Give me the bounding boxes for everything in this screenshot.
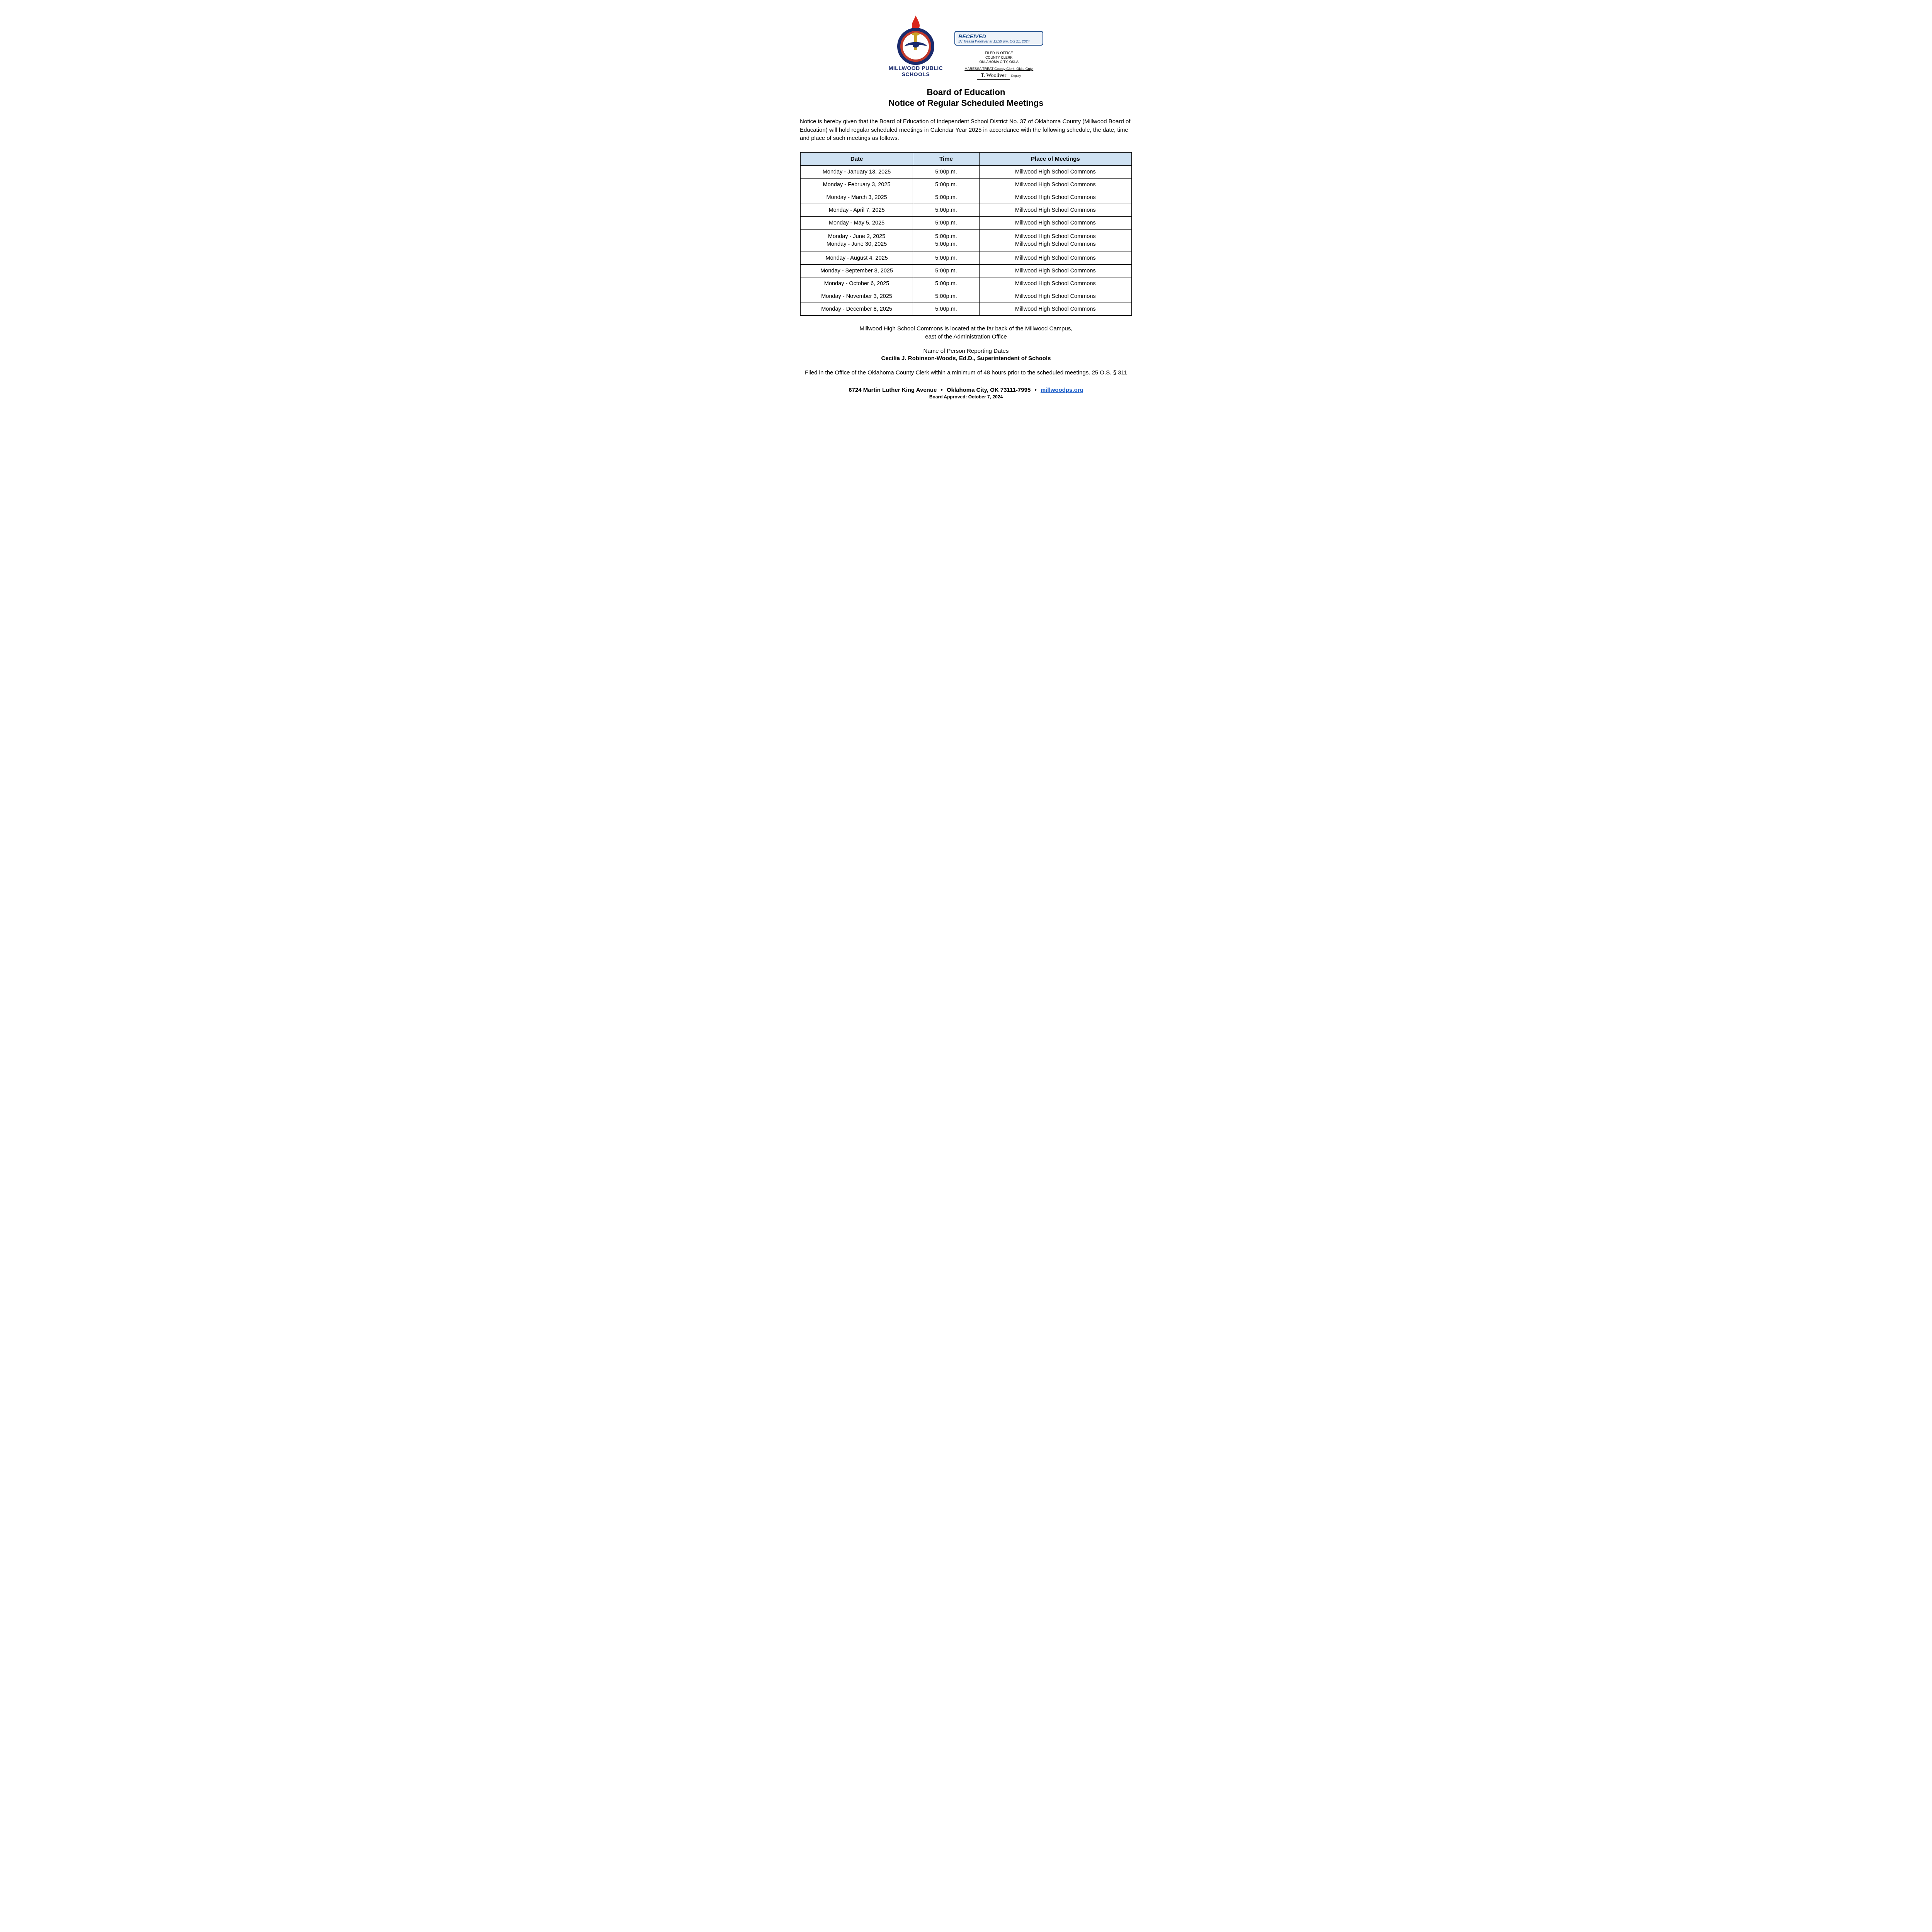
table-row: Monday - September 8, 20255:00p.m.Millwo… [800, 264, 1132, 277]
cell-date: Monday - June 2, 2025Monday - June 30, 2… [800, 230, 913, 252]
cell-place: Millwood High School Commons [979, 166, 1132, 179]
received-stamp: RECEIVED By Treasa Wooliver at 12:39 pm,… [954, 31, 1043, 46]
document-title: Board of Education [800, 87, 1132, 97]
location-note: Millwood High School Commons is located … [800, 325, 1132, 341]
filed-line3: OKLAHOMA CITY, OKLA [954, 60, 1043, 65]
cell-date: Monday - March 3, 2025 [800, 191, 913, 204]
th-date: Date [800, 152, 913, 166]
cell-place: Millwood High School Commons [979, 303, 1132, 316]
table-row: Monday - October 6, 20255:00p.m.Millwood… [800, 277, 1132, 290]
table-header-row: Date Time Place of Meetings [800, 152, 1132, 166]
cell-time: 5:00p.m. [913, 252, 980, 264]
table-row: Monday - August 4, 20255:00p.m.Millwood … [800, 252, 1132, 264]
cell-time: 5:00p.m. [913, 277, 980, 290]
cell-time: 5:00p.m.5:00p.m. [913, 230, 980, 252]
received-subtext: By Treasa Wooliver at 12:39 pm, Oct 21, … [958, 39, 1039, 43]
reporter-name: Cecilia J. Robinson-Woods, Ed.D., Superi… [800, 355, 1132, 362]
clerk-signature: T. Wooliver [977, 72, 1010, 80]
cell-time: 5:00p.m. [913, 191, 980, 204]
th-time: Time [913, 152, 980, 166]
cell-time: 5:00p.m. [913, 166, 980, 179]
stamps-block: RECEIVED By Treasa Wooliver at 12:39 pm,… [954, 31, 1043, 80]
cell-time: 5:00p.m. [913, 179, 980, 191]
document-subtitle: Notice of Regular Scheduled Meetings [800, 98, 1132, 108]
cell-place: Millwood High School Commons [979, 264, 1132, 277]
org-name-line2: SCHOOLS [889, 71, 943, 77]
header-row: MILLWOOD PUBLIC SCHOOLS RECEIVED By Trea… [800, 15, 1132, 80]
separator-dot-icon: • [1034, 387, 1036, 393]
filed-line1: FILED IN OFFICE [954, 51, 1043, 56]
table-row: Monday - April 7, 20255:00p.m.Millwood H… [800, 204, 1132, 217]
cell-date: Monday - August 4, 2025 [800, 252, 913, 264]
cell-date: Monday - October 6, 2025 [800, 277, 913, 290]
cell-date: Monday - April 7, 2025 [800, 204, 913, 217]
table-row: Monday - November 3, 20255:00p.m.Millwoo… [800, 290, 1132, 303]
reporter-label: Name of Person Reporting Dates [800, 348, 1132, 354]
cell-place: Millwood High School Commons [979, 290, 1132, 303]
received-title: RECEIVED [958, 33, 1039, 39]
table-row: Monday - June 2, 2025Monday - June 30, 2… [800, 230, 1132, 252]
cell-place: Millwood High School CommonsMillwood Hig… [979, 230, 1132, 252]
filed-line2: COUNTY CLERK [954, 56, 1043, 60]
cell-place: Millwood High School Commons [979, 204, 1132, 217]
table-body: Monday - January 13, 20255:00p.m.Millwoo… [800, 166, 1132, 316]
cell-place: Millwood High School Commons [979, 217, 1132, 230]
footer-website-link[interactable]: millwoodps.org [1041, 387, 1083, 393]
deputy-label: Deputy [1011, 74, 1021, 78]
table-row: Monday - February 3, 20255:00p.m.Millwoo… [800, 179, 1132, 191]
cell-place: Millwood High School Commons [979, 179, 1132, 191]
filed-stamp: FILED IN OFFICE COUNTY CLERK OKLAHOMA CI… [954, 51, 1043, 80]
footer-city: Oklahoma City, OK 73111-7995 [947, 387, 1031, 393]
table-row: Monday - March 3, 20255:00p.m.Millwood H… [800, 191, 1132, 204]
cell-time: 5:00p.m. [913, 290, 980, 303]
cell-time: 5:00p.m. [913, 303, 980, 316]
footer-address: 6724 Martin Luther King Avenue [849, 387, 937, 393]
table-row: Monday - December 8, 20255:00p.m.Millwoo… [800, 303, 1132, 316]
table-row: Monday - May 5, 20255:00p.m.Millwood Hig… [800, 217, 1132, 230]
cell-place: Millwood High School Commons [979, 191, 1132, 204]
cell-date: Monday - September 8, 2025 [800, 264, 913, 277]
cell-date: Monday - November 3, 2025 [800, 290, 913, 303]
footer-line: 6724 Martin Luther King Avenue • Oklahom… [800, 387, 1132, 393]
cell-time: 5:00p.m. [913, 217, 980, 230]
cell-date: Monday - December 8, 2025 [800, 303, 913, 316]
footer-approved: Board Approved: October 7, 2024 [800, 394, 1132, 400]
cell-time: 5:00p.m. [913, 264, 980, 277]
cell-place: Millwood High School Commons [979, 277, 1132, 290]
notice-paragraph: Notice is hereby given that the Board of… [800, 117, 1132, 143]
cell-place: Millwood High School Commons [979, 252, 1132, 264]
meetings-table: Date Time Place of Meetings Monday - Jan… [800, 152, 1132, 316]
separator-dot-icon: • [941, 387, 943, 393]
table-row: Monday - January 13, 20255:00p.m.Millwoo… [800, 166, 1132, 179]
clerk-name-line: MARESSA TREAT County Clerk, Okla. Cnty. [954, 67, 1043, 71]
school-logo-icon [893, 15, 939, 62]
filed-note: Filed in the Office of the Oklahoma Coun… [800, 369, 1132, 377]
cell-date: Monday - January 13, 2025 [800, 166, 913, 179]
document-page: MILLWOOD PUBLIC SCHOOLS RECEIVED By Trea… [800, 15, 1132, 400]
cell-date: Monday - May 5, 2025 [800, 217, 913, 230]
logo-block: MILLWOOD PUBLIC SCHOOLS [889, 15, 943, 77]
cell-date: Monday - February 3, 2025 [800, 179, 913, 191]
cell-time: 5:00p.m. [913, 204, 980, 217]
th-place: Place of Meetings [979, 152, 1132, 166]
